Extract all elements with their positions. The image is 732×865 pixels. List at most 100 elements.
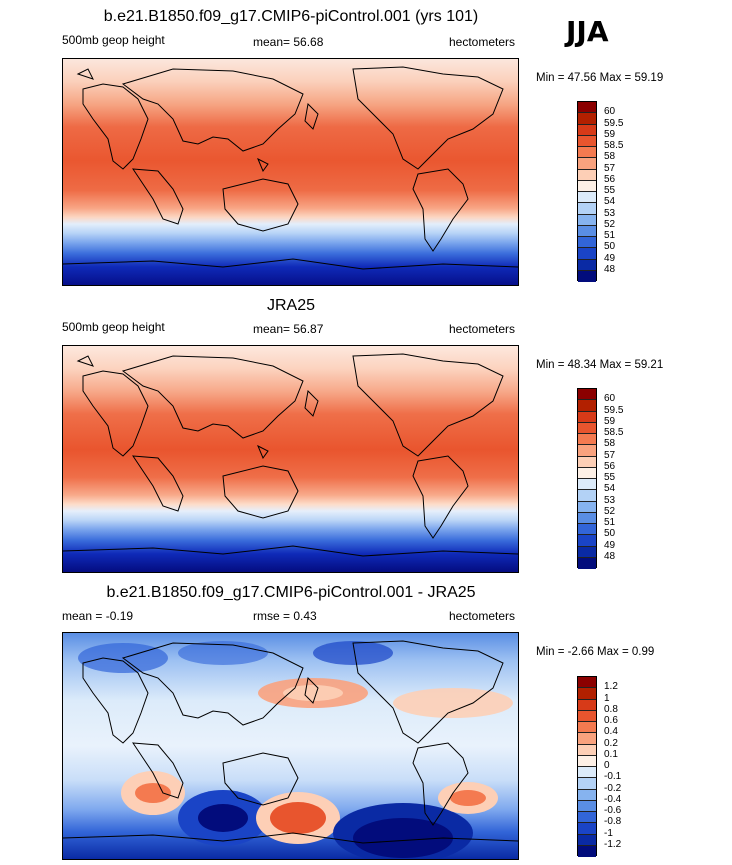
colorbar-swatch [578,524,596,536]
colorbar-swatch [578,535,596,547]
colorbar-swatch [578,456,596,468]
colorbar-swatch [578,546,596,558]
colorbar-swatch [578,147,596,159]
colorbar-swatch [578,180,596,192]
colorbar-label: 49 [604,539,616,551]
colorbar-label: 56 [604,460,616,472]
panel2-colorbar [577,388,597,569]
colorbar-swatch [578,248,596,260]
colorbar-label: 54 [604,196,616,208]
colorbar-swatch [578,124,596,136]
colorbar-label: 0.1 [604,748,618,760]
colorbar-label: -1 [604,827,613,839]
colorbar-swatch [578,557,596,569]
panel3-title: b.e21.B1850.f09_g17.CMIP6-piControl.001 … [106,584,476,601]
panel2-units: hectometers [449,322,516,336]
colorbar-swatch [578,688,596,700]
panel2-minmax: Min = 48.34 Max = 59.21 [536,359,664,371]
season-label: JJA [566,15,609,48]
colorbar-label: 53 [604,207,616,219]
colorbar-label: 55 [604,472,616,483]
colorbar-swatch [578,479,596,491]
panel3-units: hectometers [449,609,516,623]
colorbar-swatch [578,845,596,857]
colorbar-label: 50 [604,241,616,253]
colorbar-swatch [578,501,596,513]
colorbar-swatch [578,102,596,114]
colorbar-label: 59.5 [604,117,624,129]
colorbar-swatch [578,434,596,446]
colorbar-swatch [578,699,596,711]
colorbar-swatch [578,767,596,779]
colorbar-swatch [578,237,596,249]
colorbar-swatch [578,823,596,835]
panel1-map [62,58,519,286]
panel1-minmax: Min = 47.56 Max = 59.19 [536,72,664,84]
colorbar-swatch [578,445,596,457]
colorbar-swatch [578,733,596,745]
colorbar-swatch [578,270,596,282]
colorbar-label: 49 [604,252,616,264]
colorbar-swatch [578,214,596,226]
colorbar-label: -0.2 [604,782,622,794]
colorbar-swatch [578,411,596,423]
panel1-units: hectometers [449,35,516,49]
colorbar-label: 55 [604,185,616,196]
panel1-mean: mean= 56.68 [253,35,324,49]
colorbar-label: 50 [604,528,616,540]
colorbar-label: 60 [604,393,616,405]
colorbar-label: 58.5 [604,140,624,151]
colorbar-label: 48 [604,263,616,275]
colorbar-label: 58 [604,151,616,163]
colorbar-swatch [578,812,596,824]
colorbar-label: 1 [604,692,610,704]
colorbar-label: 53 [604,494,616,506]
colorbar-label: -0.4 [604,793,622,805]
colorbar-label: 54 [604,483,616,495]
colorbar-swatch [578,800,596,812]
colorbar-swatch [578,744,596,756]
colorbar-swatch [578,789,596,801]
panel1-coastlines [63,66,518,270]
panel3-colorbar [577,676,597,857]
panel2-mean: mean= 56.87 [253,322,324,336]
colorbar-swatch [578,113,596,125]
panel3-map [62,632,519,860]
colorbar-swatch [578,203,596,215]
colorbar-label: 52 [604,505,616,517]
colorbar-label: 59 [604,128,616,140]
colorbar-label: 59.5 [604,404,624,416]
colorbar-swatch [578,259,596,271]
panel2-coastlines [63,353,518,557]
colorbar-swatch [578,512,596,524]
colorbar-swatch [578,490,596,502]
colorbar-label: 0.8 [604,703,618,715]
colorbar-label: 0.2 [604,737,618,749]
colorbar-label: 48 [604,550,616,562]
panel2-left-label: 500mb geop height [62,320,165,334]
colorbar-label: 52 [604,218,616,230]
colorbar-label: 58 [604,438,616,450]
colorbar-label: 60 [604,106,616,118]
panel1-left-label: 500mb geop height [62,33,165,47]
panel2-title: JRA25 [266,297,316,314]
colorbar-label: 1.2 [604,681,618,693]
panel3-minmax: Min = -2.66 Max = 0.99 [536,646,655,658]
panel1-title: b.e21.B1850.f09_g17.CMIP6-piControl.001 … [103,8,479,25]
panel3-mean: rmse = 0.43 [253,609,317,623]
colorbar-swatch [578,467,596,479]
colorbar-swatch [578,192,596,204]
colorbar-label: -0.6 [604,805,622,816]
panel3-anomaly-features [63,640,518,859]
colorbar-label: 0.6 [604,715,618,726]
colorbar-swatch [578,225,596,237]
colorbar-label: 59 [604,415,616,427]
colorbar-label: 51 [604,517,616,528]
colorbar-label: -0.8 [604,816,622,828]
colorbar-label: -0.1 [604,771,622,783]
colorbar-swatch [578,778,596,790]
colorbar-swatch [578,389,596,401]
panel1-colorbar [577,101,597,282]
colorbar-swatch [578,169,596,181]
colorbar-swatch [578,834,596,846]
